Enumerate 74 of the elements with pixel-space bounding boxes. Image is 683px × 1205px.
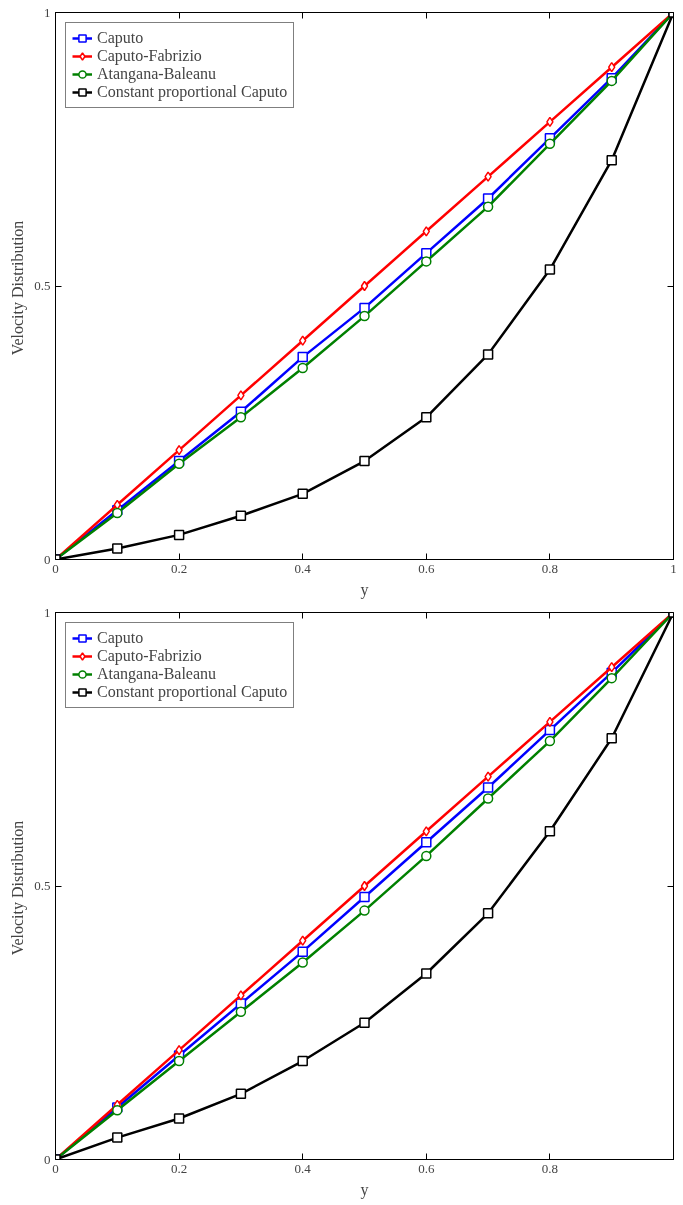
- x-tick-label: 0.4: [294, 1160, 312, 1176]
- point: [482, 782, 494, 793]
- point: [237, 390, 245, 401]
- point: [359, 310, 370, 322]
- x-axis-title: y: [360, 1180, 369, 1199]
- point: [173, 1055, 185, 1067]
- point: [422, 226, 431, 237]
- point: [607, 61, 616, 73]
- x-tick-label: 0.6: [418, 1160, 435, 1176]
- point: [544, 264, 556, 275]
- point: [298, 935, 307, 946]
- point: [237, 990, 245, 1001]
- point: [421, 836, 432, 848]
- y-axis-title: Velocity Distribution: [9, 820, 28, 956]
- point: [606, 733, 617, 744]
- legend-label: Constant proportional Caputo: [97, 683, 288, 701]
- point: [484, 171, 492, 182]
- point: [235, 510, 247, 521]
- point: [297, 946, 308, 957]
- point: [606, 672, 617, 684]
- point: [359, 455, 370, 467]
- point: [112, 543, 123, 554]
- x-tick-label: 0.6: [418, 560, 435, 576]
- point: [298, 335, 307, 346]
- x-tick-label: 0.2: [170, 1160, 188, 1176]
- x-tick-label: 0.2: [170, 560, 188, 576]
- point: [235, 1088, 247, 1100]
- point: [544, 138, 556, 150]
- legend-label: Constant proportional Caputo: [97, 83, 288, 101]
- point: [422, 826, 431, 837]
- point: [112, 1132, 123, 1143]
- legend-label: Caputo-Fabrizio: [97, 47, 202, 65]
- point: [359, 891, 370, 903]
- point: [235, 412, 247, 423]
- x-tick-label: 1: [670, 560, 677, 576]
- point: [421, 412, 432, 423]
- point: [544, 735, 556, 747]
- point: [421, 968, 432, 979]
- y-tick-label: 0.5: [34, 278, 51, 293]
- point: [482, 793, 494, 804]
- point: [421, 850, 432, 862]
- point: [297, 957, 308, 968]
- x-tick-label: 0.4: [294, 560, 312, 576]
- point: [297, 351, 308, 363]
- x-tick-label: 0.8: [541, 560, 559, 576]
- legend-label: Caputo: [97, 29, 144, 47]
- point: [297, 488, 308, 500]
- point: [360, 280, 369, 292]
- y-axis-title: Velocity Distribution: [9, 220, 28, 356]
- point: [359, 905, 370, 916]
- y-tick-label: 0.5: [34, 878, 51, 893]
- point: [235, 1006, 247, 1018]
- x-tick-label: 0.8: [541, 1160, 559, 1176]
- point: [360, 880, 369, 892]
- point: [484, 771, 492, 782]
- legend-label: Caputo: [97, 629, 144, 647]
- y-tick-label: 1: [44, 4, 51, 20]
- x-axis-title: y: [360, 580, 369, 599]
- point: [297, 362, 308, 374]
- point: [606, 154, 617, 166]
- point: [297, 1055, 308, 1067]
- legend-label: Atangana-Baleanu: [97, 665, 217, 683]
- point: [359, 1017, 370, 1028]
- legend-label: Caputo-Fabrizio: [97, 647, 202, 665]
- point: [173, 1113, 185, 1124]
- legend-label: Atangana-Baleanu: [97, 65, 217, 83]
- point: [421, 256, 432, 267]
- y-tick-label: 1: [44, 604, 51, 620]
- point: [482, 201, 494, 212]
- point: [607, 661, 616, 673]
- point: [482, 908, 494, 919]
- point: [173, 529, 185, 541]
- point: [482, 349, 494, 360]
- point: [544, 826, 556, 837]
